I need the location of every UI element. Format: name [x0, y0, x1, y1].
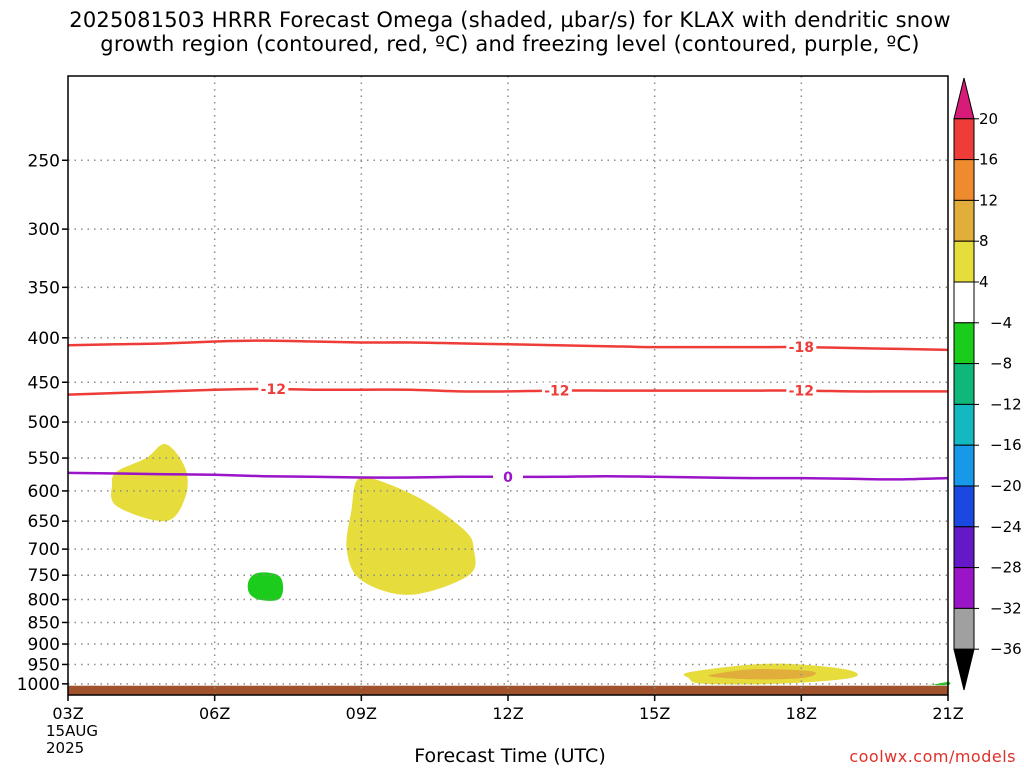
x-tick-label-06Z: 06Z	[199, 704, 230, 723]
omega-colorbar: 20 16 12 8 4 −4 −8 −12 −16 −20 −24 −28 −32 −36	[953, 77, 1022, 691]
terrain-ground	[68, 685, 948, 695]
colorbar-label-11: −28	[990, 559, 1022, 577]
omega-shaded-layer	[68, 443, 951, 695]
chart-title-line-2: growth region (contoured, red, ºC) and f…	[100, 32, 920, 56]
y-tick-label-950: 950	[28, 655, 60, 675]
y-tick-label-400: 400	[28, 329, 60, 349]
source-credit: coolwx.com/models	[849, 747, 1016, 766]
colorbar-swatch-6	[953, 322, 975, 365]
colorbar-label-4: 4	[979, 273, 989, 291]
colorbar-swatch-13	[953, 607, 975, 650]
contour-label-2: -12	[789, 384, 814, 400]
start-date-label: 15AUG 2025	[46, 723, 98, 757]
colorbar-swatch-2	[953, 159, 975, 201]
y-tick-label-450: 450	[28, 373, 60, 393]
colorbar-swatch-12	[953, 567, 975, 609]
colorbar-label-0: 20	[979, 110, 998, 128]
colorbar-label-10: −24	[990, 518, 1022, 536]
colorbar-label-8: −16	[990, 436, 1022, 454]
x-tick-label-21Z: 21Z	[932, 704, 963, 723]
chart-title-line-1: 2025081503 HRRR Forecast Omega (shaded, …	[69, 8, 951, 32]
omega-shaded-region-2	[247, 572, 284, 601]
contour-label-bg-4	[493, 468, 523, 485]
colorbar-swatch-5	[953, 281, 975, 324]
chart-title: 2025081503 HRRR Forecast Omega (shaded, …	[0, 8, 1020, 56]
colorbar-label-5: −4	[990, 314, 1012, 332]
colorbar-label-1: 16	[979, 151, 998, 169]
y-tick-label-1000: 1000	[17, 675, 60, 695]
colorbar-label-12: −32	[990, 599, 1022, 617]
colorbar-swatch-10	[953, 485, 975, 528]
contour-label-4: 0	[503, 470, 513, 486]
colorbar-swatch-9	[953, 444, 975, 487]
x-tick-label-09Z: 09Z	[346, 704, 377, 723]
colorbar-label-2: 12	[979, 191, 998, 209]
contour-layer: -12 -12 -12 -18 0	[67, 339, 949, 486]
y-tick-label-600: 600	[28, 482, 60, 502]
colorbar-swatch-3	[953, 199, 975, 242]
colorbar-swatch-0	[953, 77, 975, 120]
contour-label-0: -12	[261, 382, 286, 398]
contour-label-bg-2	[786, 382, 817, 399]
x-axis-title: Forecast Time (UTC)	[414, 745, 606, 767]
y-tick-label-700: 700	[28, 540, 60, 560]
start-date-year: 2025	[46, 739, 85, 757]
y-tick-label-550: 550	[28, 449, 60, 469]
colorbar-swatch-11	[953, 526, 975, 569]
axes: 2503003504004505005506006507007508008509…	[17, 75, 964, 723]
colorbar-swatch-8	[953, 403, 975, 446]
colorbar-label-7: −12	[990, 395, 1022, 413]
y-tick-label-250: 250	[28, 151, 60, 171]
omega-shaded-region-5	[923, 681, 951, 686]
contour-label-1: -12	[544, 384, 569, 400]
colorbar-label-3: 8	[979, 232, 989, 250]
colorbar-label-6: −8	[990, 355, 1012, 373]
start-date-day: 15AUG	[46, 722, 98, 740]
contour-label-bg-1	[541, 382, 572, 399]
y-tick-label-350: 350	[28, 278, 60, 298]
y-tick-label-750: 750	[28, 566, 60, 586]
omega-shaded-region-1	[346, 476, 476, 595]
x-tick-label-03Z: 03Z	[52, 704, 83, 723]
y-tick-label-900: 900	[28, 635, 60, 655]
colorbar-label-13: −36	[990, 640, 1022, 658]
colorbar-swatch-1	[953, 118, 975, 161]
x-tick-label-15Z: 15Z	[639, 704, 670, 723]
x-tick-label-12Z: 12Z	[492, 704, 523, 723]
x-tick-label-18Z: 18Z	[786, 704, 817, 723]
omega-shaded-region-0	[111, 443, 188, 522]
colorbar-label-9: −20	[990, 477, 1022, 495]
colorbar-swatch-7	[953, 363, 975, 405]
y-tick-label-850: 850	[28, 613, 60, 633]
y-tick-label-500: 500	[28, 413, 60, 433]
omega-shaded-region-4	[708, 669, 816, 680]
y-tick-label-800: 800	[28, 591, 60, 611]
y-tick-label-300: 300	[28, 220, 60, 240]
contour-label-bg-3	[786, 339, 817, 356]
colorbar-swatch-14	[953, 648, 975, 691]
contour-label-3: -18	[789, 340, 814, 356]
y-tick-label-650: 650	[28, 512, 60, 532]
colorbar-swatch-4	[953, 240, 975, 283]
contour-label-bg-0	[258, 380, 289, 397]
